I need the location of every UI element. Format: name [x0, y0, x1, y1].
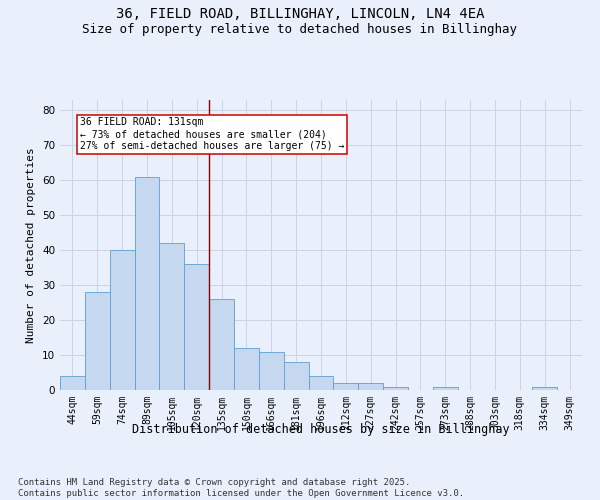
Bar	[85, 292, 110, 390]
Bar	[383, 386, 408, 390]
Bar	[433, 386, 458, 390]
Text: 36, FIELD ROAD, BILLINGHAY, LINCOLN, LN4 4EA: 36, FIELD ROAD, BILLINGHAY, LINCOLN, LN4…	[116, 8, 484, 22]
Text: 36 FIELD ROAD: 131sqm
← 73% of detached houses are smaller (204)
27% of semi-det: 36 FIELD ROAD: 131sqm ← 73% of detached …	[80, 118, 344, 150]
Bar	[308, 376, 334, 390]
Y-axis label: Number of detached properties: Number of detached properties	[26, 147, 37, 343]
Text: Size of property relative to detached houses in Billinghay: Size of property relative to detached ho…	[83, 22, 517, 36]
Text: Distribution of detached houses by size in Billinghay: Distribution of detached houses by size …	[132, 422, 510, 436]
Bar	[259, 352, 284, 390]
Bar	[358, 383, 383, 390]
Bar	[134, 177, 160, 390]
Bar	[334, 383, 358, 390]
Bar	[110, 250, 134, 390]
Bar	[184, 264, 209, 390]
Bar	[209, 299, 234, 390]
Bar	[160, 244, 184, 390]
Bar	[284, 362, 308, 390]
Bar	[532, 386, 557, 390]
Bar	[234, 348, 259, 390]
Bar	[60, 376, 85, 390]
Text: Contains HM Land Registry data © Crown copyright and database right 2025.
Contai: Contains HM Land Registry data © Crown c…	[18, 478, 464, 498]
